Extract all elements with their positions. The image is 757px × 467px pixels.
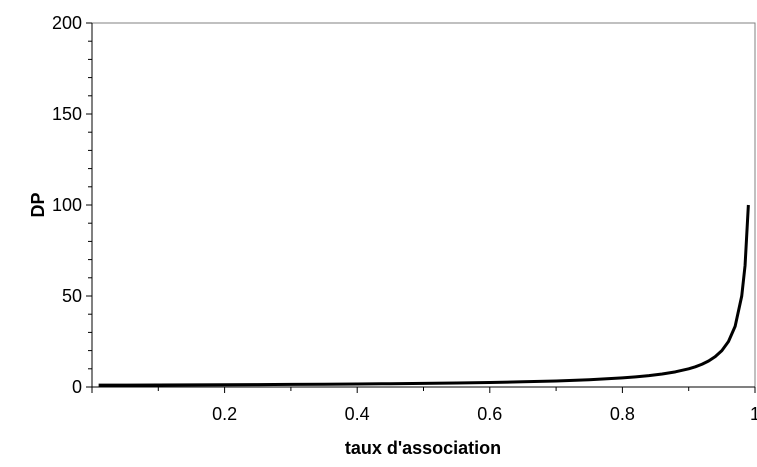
y-tick-labels: 0 50 100 150 200 <box>52 13 82 397</box>
x-tick-label: 0.6 <box>477 404 502 424</box>
series-line <box>98 204 750 387</box>
y-axis-title: DP <box>28 192 48 217</box>
x-tick-label: 0.4 <box>345 404 370 424</box>
x-tick-label: 0.2 <box>212 404 237 424</box>
y-tick-label: 0 <box>72 377 82 397</box>
plot-frame <box>91 22 756 388</box>
x-tick-label: 1 <box>750 404 757 424</box>
y-tick-label: 50 <box>62 286 82 306</box>
x-axis-title: taux d'association <box>345 438 501 458</box>
x-tick-label: 0.8 <box>610 404 635 424</box>
y-tick-label: 100 <box>52 195 82 215</box>
x-tick-labels: 0.2 0.4 0.6 0.8 1 <box>212 404 757 424</box>
axis-ticks <box>86 22 756 393</box>
y-tick-label: 200 <box>52 13 82 33</box>
y-tick-label: 150 <box>52 104 82 124</box>
